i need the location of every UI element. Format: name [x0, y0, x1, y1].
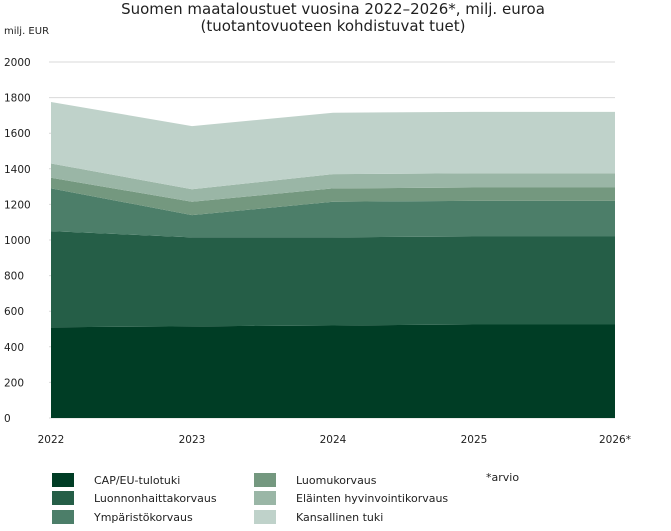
y-tick-label: 2000 [4, 57, 31, 69]
y-axis-ticks: 0 200 400 600 800 1000 1200 1400 1600 1800 2000 [4, 57, 31, 425]
y-tick-label: 1400 [4, 164, 31, 176]
x-tick-label: 2023 [179, 434, 206, 446]
area-series [51, 102, 615, 190]
y-tick-label: 1800 [4, 93, 31, 105]
legend-swatch [254, 510, 276, 524]
area-series [51, 231, 615, 328]
area-series [51, 324, 615, 418]
legend-label: Luonnonhaittakorvaus [94, 492, 217, 505]
legend-swatch [52, 491, 74, 505]
legend-label: CAP/EU-tulotuki [94, 474, 180, 487]
legend-swatch [52, 510, 74, 524]
y-tick-label: 600 [4, 306, 24, 318]
legend-swatch [254, 491, 276, 505]
legend-swatch [254, 473, 276, 487]
area-series [51, 177, 615, 216]
chart-subtitle: (tuotantovuoteen kohdistuvat tuet) [200, 17, 465, 35]
y-axis-label: milj. EUR [4, 26, 49, 37]
legend-label: Eläinten hyvinvointikorvaus [296, 492, 448, 505]
x-tick-label: 2022 [38, 434, 65, 446]
legend: CAP/EU-tulotuki Luonnonhaittakorvaus Ympär… [52, 473, 448, 524]
area-series [51, 163, 615, 202]
area-series [51, 188, 615, 238]
y-tick-label: 1600 [4, 128, 31, 140]
note-arvio: *arvio [486, 471, 519, 484]
chart-title: Suomen maataloustuet vuosina 2022–2026*,… [121, 0, 545, 18]
legend-swatch [52, 473, 74, 487]
legend-label: Ympäristökorvaus [93, 511, 193, 524]
x-tick-label: 2024 [320, 434, 347, 446]
legend-label: Luomukorvaus [296, 474, 377, 487]
y-tick-label: 400 [4, 342, 24, 354]
y-tick-label: 800 [4, 271, 24, 283]
x-axis-ticks: 2022 2023 2024 2025 2026* [38, 434, 631, 446]
x-tick-label: 2026* [599, 434, 631, 446]
y-tick-label: 0 [4, 413, 11, 425]
x-tick-label: 2025 [461, 434, 488, 446]
y-tick-label: 1200 [4, 199, 31, 211]
y-tick-label: 200 [4, 377, 24, 389]
y-tick-label: 1000 [4, 235, 31, 247]
plot-areas [51, 102, 615, 418]
legend-label: Kansallinen tuki [296, 511, 383, 524]
